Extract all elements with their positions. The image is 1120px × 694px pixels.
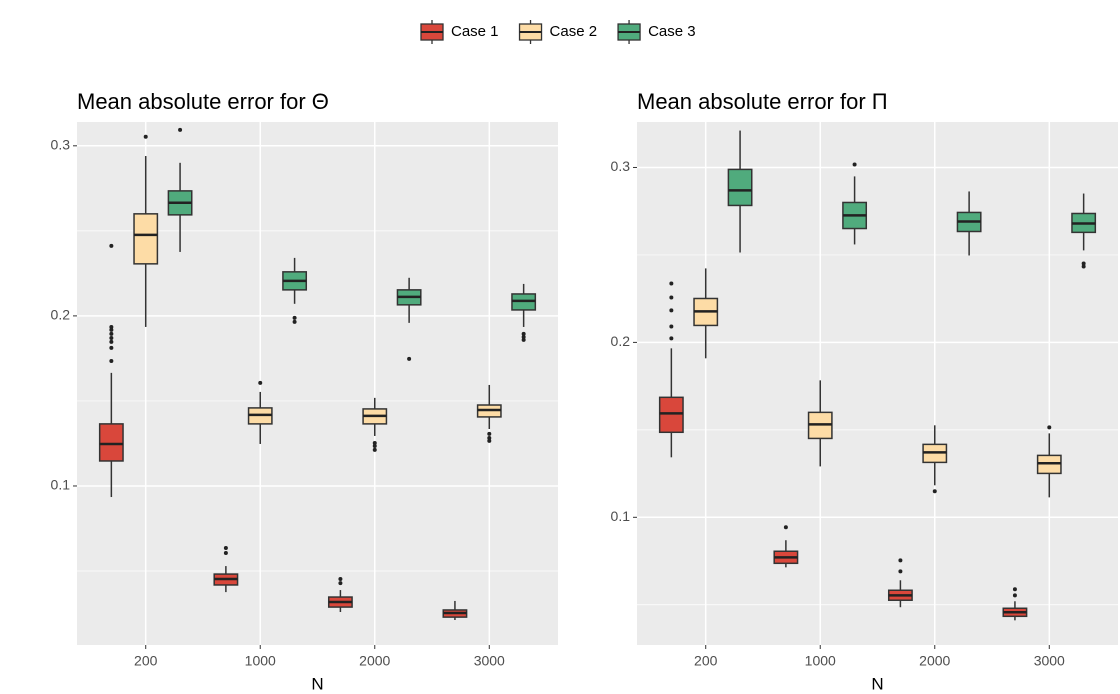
- outlier: [1012, 587, 1017, 592]
- outlier: [487, 438, 492, 443]
- x-tick-label: 2000: [919, 653, 950, 669]
- outlier: [487, 431, 492, 436]
- outlier: [109, 358, 114, 363]
- outlier: [669, 324, 674, 329]
- outlier: [292, 315, 297, 320]
- box: [658, 396, 684, 434]
- outlier: [143, 134, 148, 139]
- legend-label: Case 2: [550, 23, 598, 40]
- outlier: [669, 281, 674, 286]
- outlier: [178, 127, 183, 132]
- outlier: [372, 447, 377, 452]
- y-tick-label: 0.1: [51, 477, 71, 493]
- outlier: [338, 577, 343, 582]
- x-tick-label: 1000: [245, 653, 276, 669]
- outlier: [783, 525, 788, 530]
- outlier: [521, 337, 526, 342]
- outlier: [338, 581, 343, 586]
- outlier: [898, 558, 903, 563]
- outlier: [109, 243, 114, 248]
- outlier: [109, 339, 114, 344]
- outlier: [372, 440, 377, 445]
- outlier: [1081, 261, 1086, 266]
- outlier: [521, 334, 526, 339]
- outlier: [1047, 425, 1052, 430]
- panel-background: [77, 122, 558, 645]
- outlier: [109, 336, 114, 341]
- outlier: [852, 162, 857, 167]
- outlier: [109, 345, 114, 350]
- outlier: [223, 550, 228, 555]
- legend-box: [395, 5, 745, 59]
- y-tick-label: 0.2: [611, 333, 631, 349]
- y-tick-label: 0.3: [51, 137, 71, 153]
- outlier: [932, 489, 937, 494]
- legend-label: Case 3: [648, 23, 696, 40]
- outlier: [372, 444, 377, 449]
- outlier: [487, 436, 492, 441]
- outlier: [521, 331, 526, 336]
- legend-label: Case 1: [451, 23, 499, 40]
- y-tick-label: 0.3: [611, 158, 631, 174]
- x-tick-label: 200: [694, 653, 718, 669]
- outlier: [223, 546, 228, 551]
- x-axis-title: N: [871, 674, 883, 693]
- outlier: [1012, 593, 1017, 598]
- outlier: [1081, 264, 1086, 269]
- box: [133, 213, 159, 265]
- outlier: [669, 336, 674, 341]
- chart-title: Mean absolute error for Θ: [77, 89, 329, 114]
- x-tick-label: 3000: [474, 653, 505, 669]
- outlier: [407, 356, 412, 361]
- outlier: [258, 380, 263, 385]
- x-tick-label: 1000: [805, 653, 836, 669]
- x-tick-label: 3000: [1034, 653, 1065, 669]
- x-tick-label: 200: [134, 653, 158, 669]
- outlier: [669, 308, 674, 313]
- panel-background: [637, 122, 1118, 645]
- box: [98, 423, 124, 462]
- x-tick-label: 2000: [359, 653, 390, 669]
- outlier: [292, 319, 297, 324]
- outlier: [669, 295, 674, 300]
- outlier: [109, 331, 114, 336]
- x-axis-title: N: [311, 674, 323, 693]
- outlier: [898, 569, 903, 574]
- outlier: [109, 327, 114, 332]
- y-tick-label: 0.2: [51, 307, 71, 323]
- box: [727, 168, 753, 207]
- outlier: [109, 324, 114, 329]
- chart-title: Mean absolute error for Π: [637, 89, 888, 114]
- y-tick-label: 0.1: [611, 508, 631, 524]
